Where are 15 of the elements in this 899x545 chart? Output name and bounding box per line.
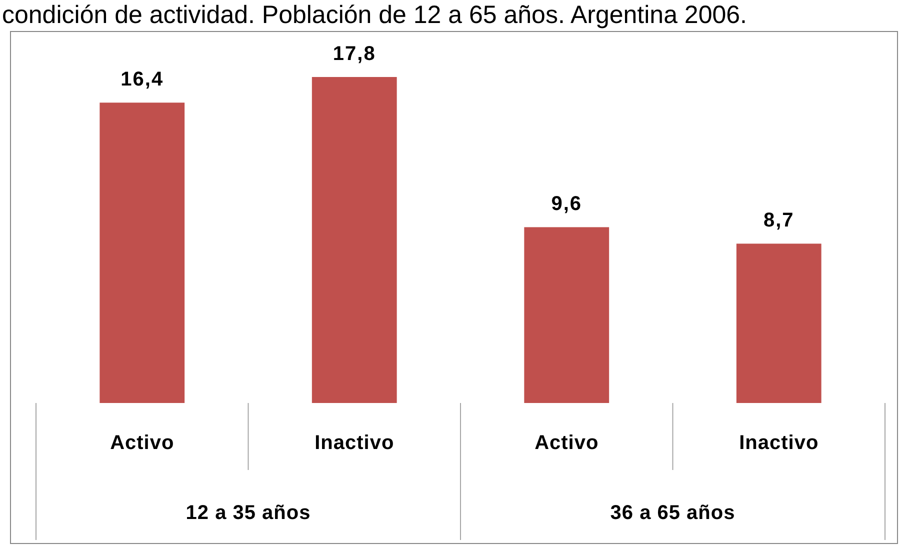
data-label: 16,4 xyxy=(120,68,164,91)
data-label: 17,8 xyxy=(332,43,376,65)
x-tick-label: Activo xyxy=(110,432,174,454)
bar xyxy=(524,227,610,403)
bar xyxy=(736,244,822,403)
text: 36 a 65 años xyxy=(610,502,736,524)
x-tick-label: Inactivo xyxy=(314,432,394,454)
bar xyxy=(312,77,397,403)
data-label: 8,7 xyxy=(763,210,794,232)
x-tick-label: Activo xyxy=(534,432,599,454)
bar xyxy=(100,102,185,403)
data-label: 9,6 xyxy=(551,193,582,216)
text: 12 a 35 años xyxy=(186,502,311,524)
x-tick-label: Inactivo xyxy=(739,432,819,454)
chart-title: condición de actividad. Población de 12 a 65 años. Argentina 2006. xyxy=(2,1,747,29)
